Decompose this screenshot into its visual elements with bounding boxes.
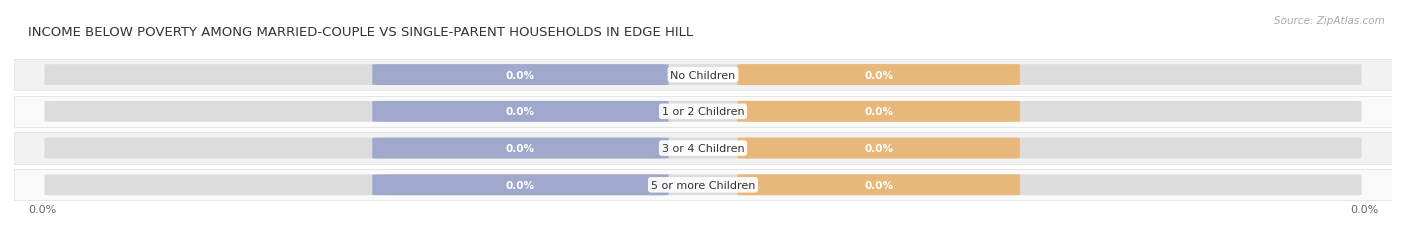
Text: 5 or more Children: 5 or more Children — [651, 180, 755, 190]
FancyBboxPatch shape — [373, 175, 669, 195]
FancyBboxPatch shape — [14, 96, 1392, 127]
FancyBboxPatch shape — [45, 138, 672, 159]
Text: 0.0%: 0.0% — [865, 70, 893, 80]
Text: Source: ZipAtlas.com: Source: ZipAtlas.com — [1274, 16, 1385, 26]
FancyBboxPatch shape — [373, 65, 669, 86]
FancyBboxPatch shape — [738, 101, 1019, 122]
Text: INCOME BELOW POVERTY AMONG MARRIED-COUPLE VS SINGLE-PARENT HOUSEHOLDS IN EDGE HI: INCOME BELOW POVERTY AMONG MARRIED-COUPL… — [28, 26, 693, 39]
FancyBboxPatch shape — [45, 65, 672, 86]
Text: 1 or 2 Children: 1 or 2 Children — [662, 107, 744, 117]
Text: 0.0%: 0.0% — [865, 107, 893, 117]
Text: 0.0%: 0.0% — [865, 180, 893, 190]
FancyBboxPatch shape — [14, 170, 1392, 201]
FancyBboxPatch shape — [738, 138, 1019, 159]
FancyBboxPatch shape — [14, 133, 1392, 164]
FancyBboxPatch shape — [651, 175, 1361, 195]
FancyBboxPatch shape — [651, 65, 1361, 86]
FancyBboxPatch shape — [651, 138, 1361, 159]
Text: 0.0%: 0.0% — [506, 180, 534, 190]
Text: 3 or 4 Children: 3 or 4 Children — [662, 143, 744, 153]
Text: 0.0%: 0.0% — [1350, 204, 1378, 214]
Text: 0.0%: 0.0% — [506, 70, 534, 80]
FancyBboxPatch shape — [45, 101, 672, 122]
FancyBboxPatch shape — [14, 60, 1392, 91]
FancyBboxPatch shape — [738, 65, 1019, 86]
Text: 0.0%: 0.0% — [506, 107, 534, 117]
Text: No Children: No Children — [671, 70, 735, 80]
FancyBboxPatch shape — [651, 101, 1361, 122]
FancyBboxPatch shape — [373, 101, 669, 122]
Text: 0.0%: 0.0% — [506, 143, 534, 153]
FancyBboxPatch shape — [45, 175, 672, 195]
FancyBboxPatch shape — [738, 175, 1019, 195]
Text: 0.0%: 0.0% — [865, 143, 893, 153]
Text: 0.0%: 0.0% — [28, 204, 56, 214]
FancyBboxPatch shape — [373, 138, 669, 159]
